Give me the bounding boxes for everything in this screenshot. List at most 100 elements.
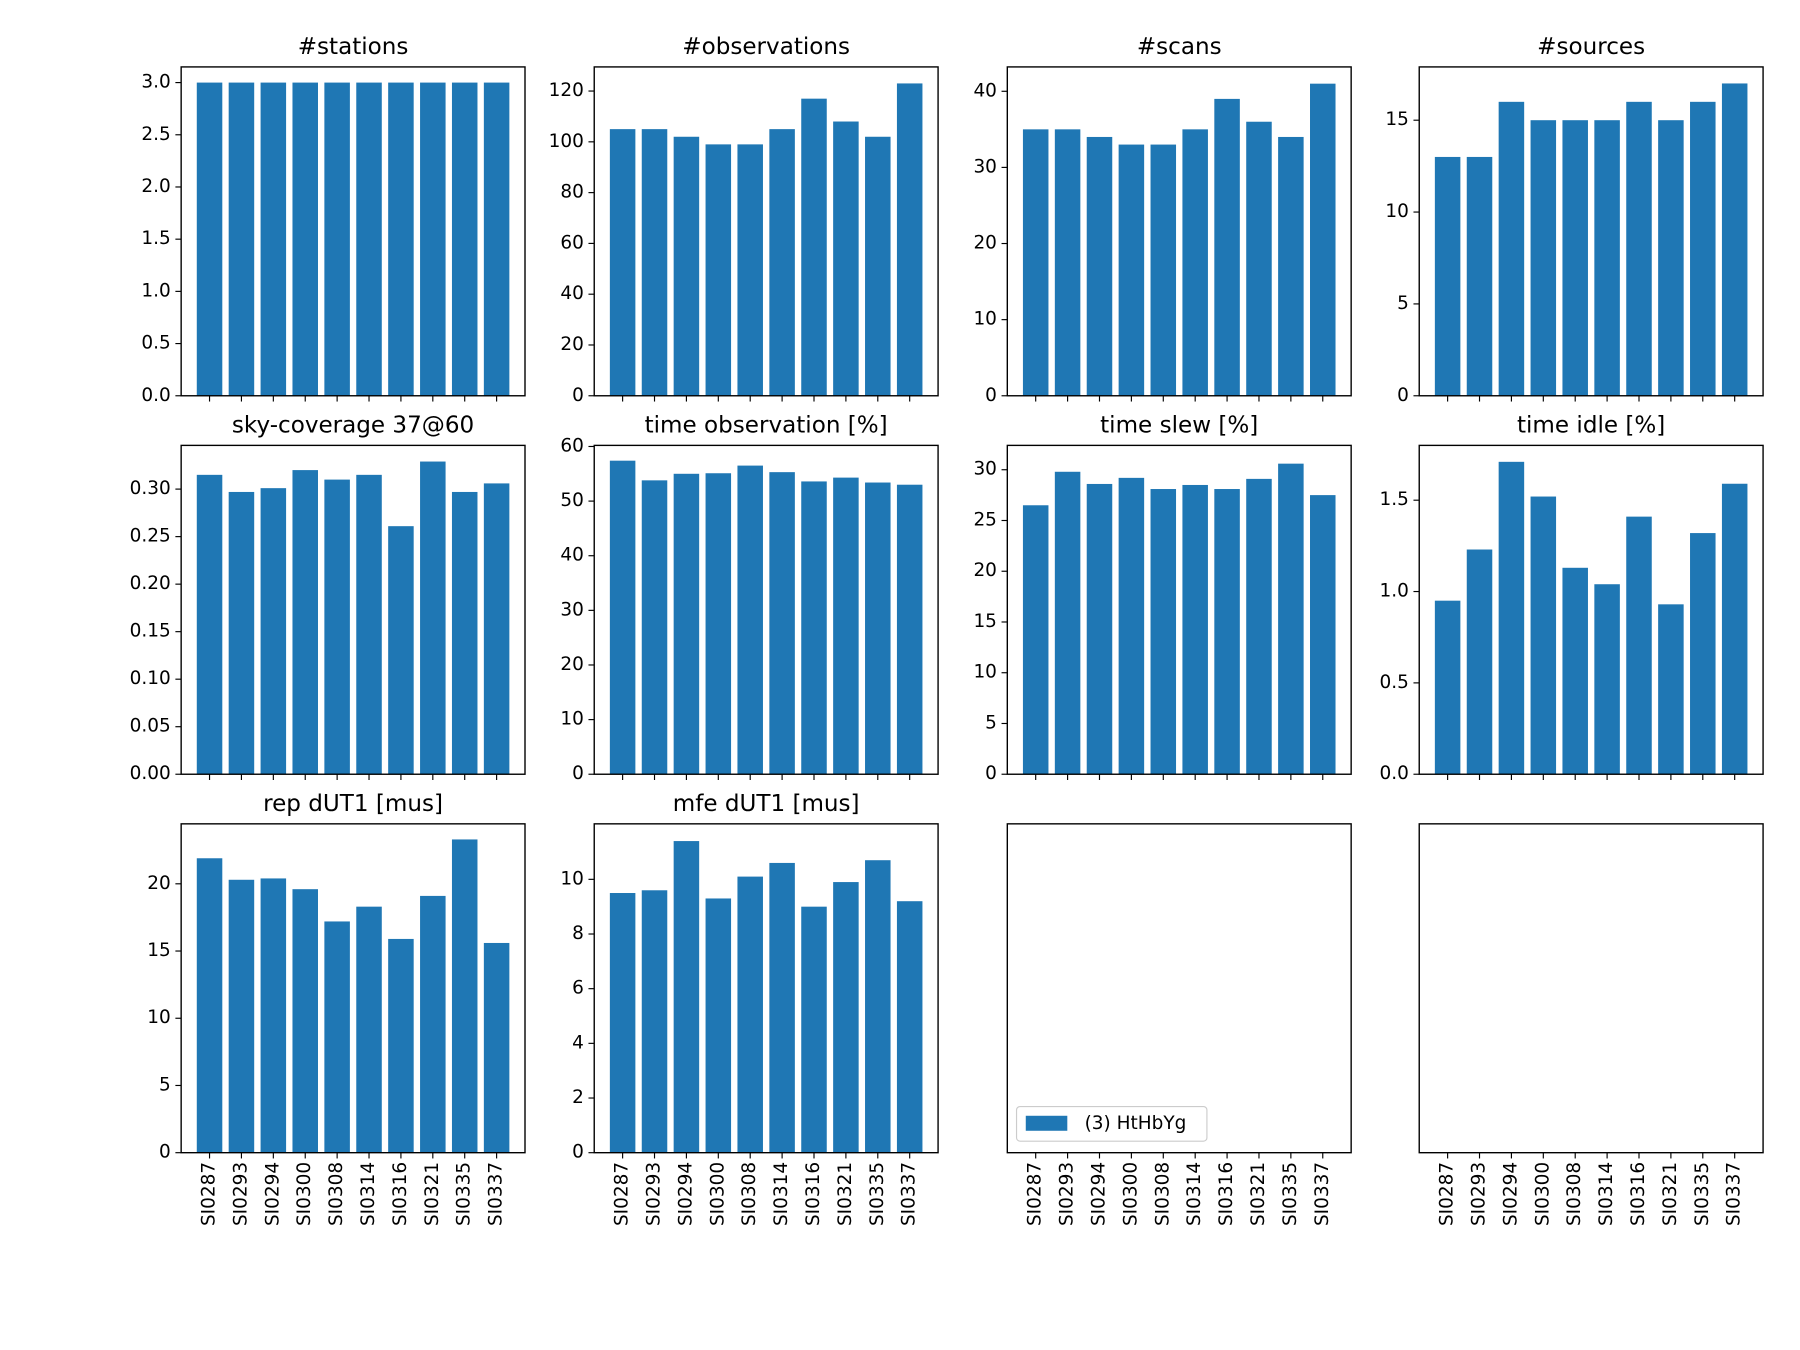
x-tick-label: SI0314 <box>358 1162 379 1226</box>
bar <box>769 472 795 775</box>
bar <box>420 461 446 775</box>
axes-frame <box>1418 444 1764 775</box>
bar <box>1562 567 1588 775</box>
bar <box>1278 136 1304 396</box>
bar <box>801 481 827 775</box>
y-tick-label: 1.0 <box>1379 581 1408 602</box>
axes-frame <box>593 823 939 1154</box>
bar <box>196 82 223 396</box>
bar <box>737 876 763 1153</box>
bar <box>801 98 827 396</box>
bar <box>1721 83 1748 396</box>
bar <box>324 82 350 396</box>
axes-frame <box>180 66 526 397</box>
x-tick-label: SI0308 <box>1564 1162 1585 1226</box>
bar <box>292 889 318 1153</box>
bar <box>1594 584 1620 775</box>
x-tick-label: SI0335 <box>1280 1162 1301 1226</box>
x-tick-label: SI0294 <box>675 1162 696 1226</box>
bar <box>260 82 287 396</box>
x-tick-label: SI0335 <box>867 1162 888 1226</box>
bar <box>801 906 827 1153</box>
subplot-title: time observation [%] <box>645 413 888 439</box>
subplot-title: mfe dUT1 [mus] <box>673 791 860 817</box>
x-tick-label: SI0321 <box>1660 1162 1681 1226</box>
y-tick-label: 0.5 <box>141 333 170 354</box>
x-tick-label: SI0314 <box>1596 1162 1617 1226</box>
x-tick-label: SI0293 <box>644 1162 665 1226</box>
y-tick-label: 20 <box>973 233 996 254</box>
y-tick-label: 20 <box>973 560 996 581</box>
x-tick-label: SI0337 <box>486 1162 507 1226</box>
x-tick-label: SI0300 <box>294 1162 315 1226</box>
y-tick-label: 1.5 <box>141 228 170 249</box>
y-tick-label: 5 <box>1397 293 1409 314</box>
bar <box>420 895 446 1153</box>
x-tick-label: SI0293 <box>1469 1162 1490 1226</box>
x-tick-label: SI0287 <box>199 1162 220 1226</box>
bar <box>1214 98 1240 396</box>
bar <box>196 858 223 1153</box>
y-tick-label: 4 <box>572 1032 584 1053</box>
bar <box>1530 120 1557 396</box>
y-tick-label: 0.15 <box>130 621 171 642</box>
bar <box>641 890 668 1153</box>
y-tick-label: 10 <box>1385 201 1408 222</box>
y-tick-label: 40 <box>560 283 583 304</box>
bar <box>196 474 223 775</box>
bar <box>356 474 382 775</box>
x-tick-label: SI0294 <box>1500 1162 1521 1226</box>
bar <box>228 82 255 396</box>
bar <box>1562 120 1588 396</box>
bar <box>1658 604 1684 775</box>
x-tick-label: SI0294 <box>262 1162 283 1226</box>
bar <box>483 82 510 396</box>
legend-label: (3) HtHbYg <box>1085 1113 1187 1134</box>
x-tick-label: SI0308 <box>1152 1162 1173 1226</box>
y-tick-label: 20 <box>147 873 170 894</box>
bar <box>388 526 414 775</box>
bar <box>896 484 923 775</box>
x-tick-label: SI0321 <box>835 1162 856 1226</box>
bar <box>324 921 350 1153</box>
bar <box>1658 120 1684 396</box>
bar <box>833 477 859 775</box>
bar <box>673 841 700 1153</box>
x-tick-label: SI0314 <box>1184 1162 1205 1226</box>
subplot-title: sky-coverage 37@60 <box>232 413 474 439</box>
bar <box>705 144 732 396</box>
bar <box>1182 129 1208 396</box>
bar <box>483 942 510 1153</box>
y-tick-label: 0.0 <box>141 385 170 406</box>
y-tick-label: 50 <box>560 490 583 511</box>
bar <box>356 906 382 1153</box>
bar <box>1498 101 1525 396</box>
bar <box>1690 101 1716 396</box>
bar <box>356 82 382 396</box>
bar <box>1118 477 1145 775</box>
x-tick-label: SI0293 <box>1057 1162 1078 1226</box>
x-tick-label: SI0316 <box>1216 1162 1237 1226</box>
bar <box>1246 121 1272 396</box>
y-tick-label: 30 <box>560 599 583 620</box>
bar <box>609 460 636 775</box>
bar <box>1150 144 1177 396</box>
bar <box>388 82 414 396</box>
x-tick-label: SI0337 <box>899 1162 920 1226</box>
y-tick-label: 100 <box>549 131 584 152</box>
y-tick-label: 20 <box>560 334 583 355</box>
y-tick-label: 2 <box>572 1087 584 1108</box>
y-tick-label: 0 <box>985 385 997 406</box>
axes-frame <box>593 66 939 397</box>
bar <box>1278 463 1304 775</box>
y-tick-label: 60 <box>560 232 583 253</box>
bar <box>451 491 478 775</box>
y-tick-label: 5 <box>159 1074 171 1095</box>
axes-frame <box>180 444 526 775</box>
y-tick-label: 80 <box>560 182 583 203</box>
subplot-title: time slew [%] <box>1100 413 1258 439</box>
bar <box>1182 484 1208 775</box>
x-tick-label: SI0287 <box>1437 1162 1458 1226</box>
subplot-title: #sources <box>1537 34 1645 60</box>
y-tick-label: 15 <box>1385 109 1408 130</box>
